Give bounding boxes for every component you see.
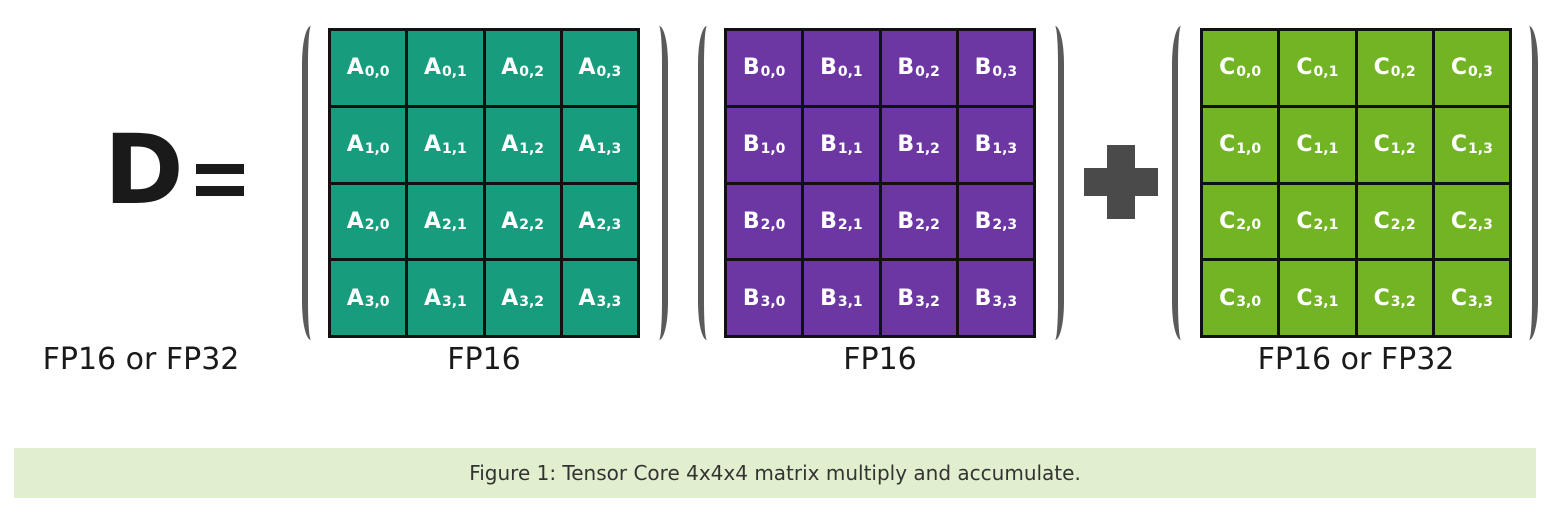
matrix-c-cell: C 1,3 — [1434, 107, 1509, 182]
matrix-b-cell: B 1,2 — [881, 107, 956, 182]
matrix-b-cell: B 1,3 — [958, 107, 1033, 182]
matrix-b-cell: B 2,2 — [881, 184, 956, 259]
right-paren-c — [1520, 26, 1538, 340]
matrix-c: C 0,0 C 0,1 C 0,2 C 0,3 C 1,0 C 1,1 C 1,2 C 1,3 C 2,0 C 2,1… — [1200, 28, 1512, 338]
matrix-c-cell: C 3,2 — [1357, 261, 1432, 335]
matrix-c-cell: C 0,1 — [1280, 31, 1355, 105]
matrix-a-cell: A 0,2 — [485, 31, 560, 105]
equals-sign — [196, 164, 244, 196]
matrix-a-cell: A 3,1 — [408, 261, 483, 335]
result-precision-label: FP16 or FP32 — [42, 342, 240, 377]
matrix-a-cell: A 3,3 — [562, 261, 637, 335]
matrix-b-cell: B 3,0 — [727, 261, 802, 335]
matrix-b-cell: B 3,3 — [958, 261, 1033, 335]
matrix-c-cell: C 3,0 — [1203, 261, 1278, 335]
right-paren-b — [1046, 26, 1064, 340]
matrix-c-precision-label: FP16 or FP32 — [1257, 342, 1455, 377]
matrix-a-cell: A 0,0 — [331, 31, 406, 105]
right-paren-a — [650, 26, 668, 340]
matrix-b-precision-label: FP16 — [843, 342, 917, 377]
matrix-c-cell: C 0,0 — [1203, 31, 1278, 105]
matrix-c-cell: C 3,1 — [1280, 261, 1355, 335]
matrix-a-cell: A 1,2 — [485, 107, 560, 182]
matrix-c-cell: C 1,1 — [1280, 107, 1355, 182]
matrix-a-cell: A 1,0 — [331, 107, 406, 182]
matrix-c-cell: C 0,2 — [1357, 31, 1432, 105]
matrix-a-cell: A 2,0 — [331, 184, 406, 259]
matrix-a: A 0,0 A 0,1 A 0,2 A 0,3 A 1,0 A 1,1 A 1,2 A 1,3 A 2,0 A 2,1… — [328, 28, 640, 338]
matrix-b-cell: B 3,2 — [881, 261, 956, 335]
matrix-a-cell: A 2,3 — [562, 184, 637, 259]
matrix-c-cell: C 0,3 — [1434, 31, 1509, 105]
caption-bar: Figure 1: Tensor Core 4x4x4 matrix multi… — [14, 448, 1536, 498]
result-symbol: D — [104, 114, 184, 226]
matrix-b-cell: B 0,3 — [958, 31, 1033, 105]
figure-caption: Figure 1: Tensor Core 4x4x4 matrix multi… — [469, 461, 1081, 485]
matrix-c-cell: C 2,3 — [1434, 184, 1509, 259]
matrix-a-cell: A 2,1 — [408, 184, 483, 259]
matrix-c-cell: C 2,1 — [1280, 184, 1355, 259]
matrix-c-cell: C 3,3 — [1434, 261, 1509, 335]
matrix-b-cell: B 2,3 — [958, 184, 1033, 259]
matrix-b: B 0,0 B 0,1 B 0,2 B 0,3 B 1,0 B 1,1 B 1,2 B 1,3 B 2,0 B 2,1… — [724, 28, 1036, 338]
matrix-b-cell: B 1,1 — [804, 107, 879, 182]
matrix-a-cell: A 0,1 — [408, 31, 483, 105]
left-paren-a — [302, 26, 320, 340]
matrix-a-cell: A 3,2 — [485, 261, 560, 335]
matrix-a-cell: A 2,2 — [485, 184, 560, 259]
plus-icon — [1084, 145, 1158, 219]
left-paren-b — [698, 26, 716, 340]
matrix-a-precision-label: FP16 — [447, 342, 521, 377]
matrix-c-cell: C 2,0 — [1203, 184, 1278, 259]
matrix-b-cell: B 0,1 — [804, 31, 879, 105]
matrix-a-cell: A 1,3 — [562, 107, 637, 182]
matrix-b-cell: B 2,1 — [804, 184, 879, 259]
matrix-a-cell: A 0,3 — [562, 31, 637, 105]
matrix-b-cell: B 0,2 — [881, 31, 956, 105]
matrix-a-cell: A 1,1 — [408, 107, 483, 182]
matrix-c-cell: C 1,0 — [1203, 107, 1278, 182]
matrix-b-cell: B 2,0 — [727, 184, 802, 259]
matrix-b-cell: B 3,1 — [804, 261, 879, 335]
matrix-b-cell: B 1,0 — [727, 107, 802, 182]
left-paren-c — [1172, 26, 1190, 340]
matrix-c-cell: C 1,2 — [1357, 107, 1432, 182]
matrix-a-cell: A 3,0 — [331, 261, 406, 335]
matrix-b-cell: B 0,0 — [727, 31, 802, 105]
matrix-c-cell: C 2,2 — [1357, 184, 1432, 259]
